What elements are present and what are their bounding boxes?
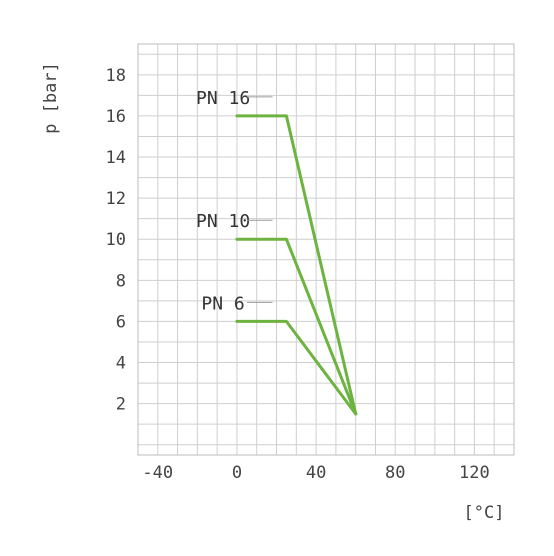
y-tick-label: 18 [106, 66, 126, 86]
x-tick-label: 120 [459, 463, 490, 483]
y-tick-label: 4 [116, 354, 126, 374]
series-line [235, 114, 358, 416]
series-label: PN 6 [201, 293, 244, 314]
x-tick-label: -40 [142, 463, 173, 483]
x-axis-label: [°C] [464, 503, 505, 523]
series-label: PN 16 [196, 88, 250, 109]
y-tick-label: 8 [116, 271, 126, 291]
x-tick-label: 0 [232, 463, 242, 483]
y-tick-label: 2 [116, 395, 126, 415]
x-tick-label: 40 [306, 463, 326, 483]
y-tick-label: 10 [106, 230, 126, 250]
y-tick-label: 14 [106, 148, 126, 168]
tick-labels: 2 4 6 8 10 12 14 16 18 -40 0 40 80 120 [106, 66, 490, 483]
grid [137, 43, 515, 456]
y-tick-label: 6 [116, 312, 126, 332]
series-label: PN 10 [196, 211, 250, 232]
x-tick-label: 80 [385, 463, 405, 483]
series-labels: PN 16 PN 10 PN 6 [196, 88, 273, 314]
series-lines [235, 114, 358, 416]
y-tick-label: 16 [106, 107, 126, 127]
y-axis-label: p [bar] [41, 62, 61, 134]
series-line [235, 319, 358, 416]
series-line [235, 237, 358, 416]
plot-frame [137, 43, 515, 456]
y-tick-label: 12 [106, 189, 126, 209]
